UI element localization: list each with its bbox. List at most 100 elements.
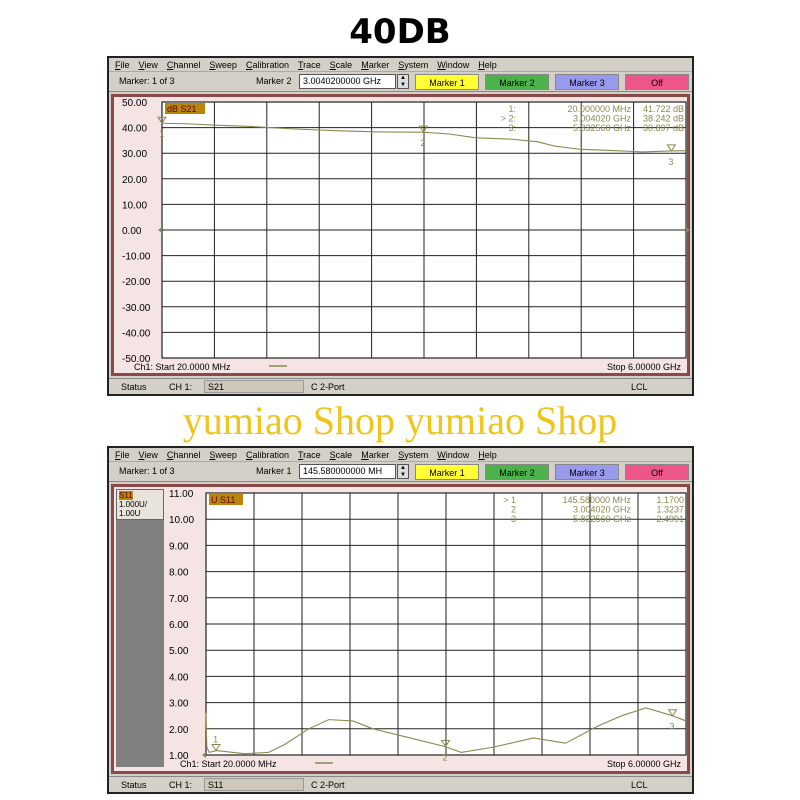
marker-2-button[interactable]: Marker 2 (485, 74, 549, 90)
marker-readout-frequency: 145.580000 MHz (562, 495, 631, 505)
menu-channel[interactable]: Channel (166, 449, 201, 460)
trace-side-panel: S11 1.000U/ 1.00U (116, 489, 164, 767)
menu-channel[interactable]: Channel (166, 59, 201, 70)
trace-label: U S11 (211, 495, 235, 505)
marker-readout-id: 3: (508, 123, 516, 133)
marker-toolbar: Marker: 1 of 3 Marker 2 3.0040200000 GHz… (109, 72, 692, 92)
menu-marker[interactable]: Marker (361, 59, 390, 70)
marker-off-button[interactable]: Off (625, 74, 689, 90)
status-bar: Status CH 1: S11 C 2-Port LCL (109, 776, 692, 792)
marker-3-icon (666, 144, 677, 152)
menu-scale[interactable]: Scale (329, 449, 353, 460)
trace-scale-box[interactable]: S11 1.000U/ 1.00U (116, 489, 164, 520)
y-tick-label: 4.00 (169, 672, 189, 683)
marker-3-icon (667, 709, 678, 717)
port-label: C 2-Port (311, 382, 345, 392)
plot-frame: S11 1.000U/ 1.00U 1 1.00 10.00 9.00 8.00 7.00… (111, 484, 690, 774)
parameter-field: S21 (204, 380, 304, 393)
marker-3-button[interactable]: Marker 3 (555, 74, 619, 90)
menu-window[interactable]: Window (437, 449, 470, 460)
channel-label: CH 1: (169, 382, 193, 392)
y-tick-label: -40.00 (122, 328, 151, 339)
menu-help[interactable]: Help (478, 59, 497, 70)
marker-count: Marker: 1 of 3 (119, 466, 175, 476)
trace-label-bg (165, 103, 205, 114)
lcl-label: LCL (631, 780, 648, 790)
y-tick-label: 30.00 (122, 149, 147, 160)
marker-1-button[interactable]: Marker 1 (415, 464, 479, 480)
menu-trace[interactable]: Trace (297, 449, 321, 460)
menu-system[interactable]: System (398, 59, 429, 70)
status-label: Status (121, 382, 147, 392)
page-title: 40DB (349, 12, 451, 52)
marker-readout-value: 41.722 dB (643, 104, 684, 114)
y-tick-label: -30.00 (122, 303, 151, 314)
trace-name: S11 (119, 491, 133, 500)
y-tick-label: 6.00 (169, 620, 189, 631)
marker-spinner[interactable]: ▲ ▼ (397, 464, 409, 479)
menu-trace[interactable]: Trace (297, 59, 321, 70)
watermark: yumiao Shop yumiao Shop (182, 398, 618, 443)
marker-readout-id: 2 (511, 505, 516, 515)
menu-sweep[interactable]: Sweep (209, 59, 237, 70)
marker-readout-frequency: 3.004020 GHz (573, 114, 632, 124)
marker-readout-value: 30.897 dB (643, 123, 684, 133)
marker-readout-id: > 2: (501, 114, 516, 124)
channel-label: CH 1: (169, 780, 193, 790)
y-tick-label: 40.00 (122, 124, 147, 135)
marker-2-button[interactable]: Marker 2 (485, 464, 549, 480)
marker-frequency-input[interactable]: 145.580000000 MH (299, 464, 396, 479)
y-tick-label: 10.00 (169, 515, 194, 526)
y-tick-label: 7.00 (169, 594, 189, 605)
y-tick-label: 2.00 (169, 725, 189, 736)
marker-1-label: 1 (159, 129, 164, 139)
reference-arrow-icon (686, 227, 690, 233)
marker-2-icon (418, 125, 429, 134)
menu-help[interactable]: Help (478, 449, 497, 460)
y-tick-label: 9.00 (169, 541, 189, 552)
plot-frame: 50.00 40.00 30.00 20.00 10.00 0.00 -10.00 -20.0… (111, 94, 690, 376)
y-tick-label: -50.00 (122, 354, 151, 365)
marker-1-button[interactable]: Marker 1 (415, 74, 479, 90)
menu-calibration[interactable]: Calibration (245, 59, 289, 70)
marker-3-label: 3 (670, 722, 675, 732)
sweep-start-label: Ch1: Start 20.0000 MHz (134, 362, 231, 372)
marker-readout-value: 1.1700 (656, 495, 684, 505)
menu-file[interactable]: File (115, 59, 130, 70)
menu-bar: File View Channel Sweep Calibration Trace Scal… (109, 448, 692, 462)
marker-2-icon (440, 740, 451, 748)
sweep-start-label: Ch1: Start 20.0000 MHz (180, 759, 277, 769)
analyzer-window-s21: File View Channel Sweep Calibration Trace Scal… (107, 56, 694, 396)
marker-readout-frequency: 5.832560 GHz (573, 123, 632, 133)
marker-off-button[interactable]: Off (625, 464, 689, 480)
marker-readout-value: 1.3237 (656, 505, 684, 515)
marker-1-label: 1 (213, 735, 218, 745)
menu-calibration[interactable]: Calibration (245, 449, 289, 460)
y-tick-label: 5.00 (169, 646, 189, 657)
y-tick-label: 8.00 (169, 568, 189, 579)
marker-2-label: 2 (443, 753, 448, 763)
menu-view[interactable]: View (138, 59, 158, 70)
y-tick-label: 50.00 (122, 98, 147, 109)
menu-file[interactable]: File (115, 449, 130, 460)
scale-per-div: 1.000U/ (119, 500, 148, 509)
marker-3-button[interactable]: Marker 3 (555, 464, 619, 480)
marker-spinner[interactable]: ▲ ▼ (397, 74, 409, 89)
marker-readout-id: > 1 (503, 495, 516, 505)
menu-marker[interactable]: Marker (361, 449, 390, 460)
menu-sweep[interactable]: Sweep (209, 449, 237, 460)
marker-1-icon (157, 116, 167, 125)
parameter-field: S11 (204, 778, 304, 791)
menu-view[interactable]: View (138, 449, 158, 460)
y-tick-label: 10.00 (122, 200, 147, 211)
reference-value: 1.00U (119, 509, 141, 518)
s11-plot: 11.0010.009.008.007.006.005.004.003.002.… (169, 489, 687, 769)
s21-plot: 50.00 40.00 30.00 20.00 10.00 0.00 -10.00 -20.0… (122, 98, 690, 372)
marker-1-icon (211, 744, 222, 752)
marker-frequency-input[interactable]: 3.0040200000 GHz (299, 74, 396, 89)
menu-window[interactable]: Window (437, 59, 470, 70)
menu-scale[interactable]: Scale (329, 59, 353, 70)
menu-system[interactable]: System (398, 449, 429, 460)
y-tick-label: 1.00 (169, 751, 189, 762)
port-label: C 2-Port (311, 780, 345, 790)
